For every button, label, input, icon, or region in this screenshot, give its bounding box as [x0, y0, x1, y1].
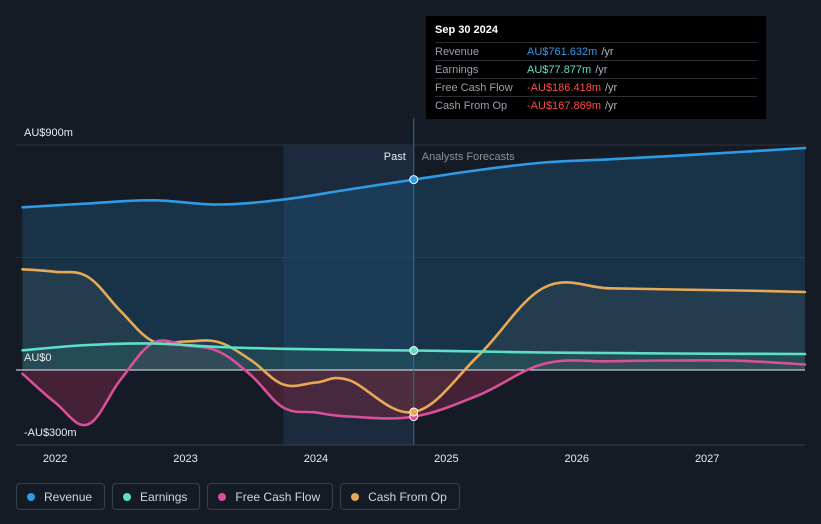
tooltip-label: Revenue — [435, 45, 480, 58]
forecast-label: Analysts Forecasts — [422, 151, 515, 163]
tooltip-date: Sep 30 2024 — [435, 24, 498, 36]
tooltip-value: -AU$186.418m — [527, 81, 601, 94]
cash-from-op-area — [22, 269, 805, 413]
tooltip-row-revenue: Revenue AU$761.632m /yr — [435, 42, 757, 60]
legend-item-revenue[interactable]: Revenue — [16, 483, 106, 510]
legend-label: Revenue — [44, 489, 93, 504]
tooltip: Sep 30 2024 Revenue AU$761.632m /yr Earn… — [426, 16, 766, 119]
legend-label: Earnings — [140, 489, 188, 504]
x-tick-label: 2023 — [173, 453, 197, 465]
tooltip-row-earnings: Earnings AU$77.877m /yr — [435, 60, 757, 78]
tooltip-row-free-cash-flow: Free Cash Flow -AU$186.418m /yr — [435, 78, 757, 96]
y-tick-label: AU$900m — [24, 127, 73, 139]
revenue-marker — [409, 175, 419, 185]
tooltip-unit: /yr — [605, 99, 618, 112]
tooltip-unit: /yr — [605, 81, 618, 94]
legend-dot-icon — [123, 492, 132, 501]
cash-from-op-marker — [409, 407, 419, 417]
axes: AU$900m AU$0 -AU$300m 2022 2023 2024 2025 2026 2… — [24, 127, 719, 465]
legend-item-earnings[interactable]: Earnings — [112, 483, 201, 510]
tooltip-row-cash-from-op: Cash From Op -AU$167.869m /yr — [435, 96, 757, 114]
x-tick-label: 2024 — [304, 453, 328, 465]
legend-item-free-cash-flow[interactable]: Free Cash Flow — [207, 483, 334, 510]
tooltip-value: AU$77.877m — [527, 63, 592, 76]
legend-dot-icon — [27, 492, 35, 501]
tooltip-value: -AU$167.869m — [527, 99, 601, 112]
legend-label: Free Cash Flow — [235, 489, 321, 504]
x-tick-label: 2027 — [695, 453, 719, 465]
y-tick-label: -AU$300m — [24, 427, 77, 439]
tooltip-value: AU$761.632m — [527, 45, 598, 58]
gridlines — [16, 144, 805, 446]
free-cash-flow-line — [21, 339, 807, 427]
legend-label: Cash From Op — [368, 489, 447, 504]
tooltip-label: Cash From Op — [435, 99, 508, 112]
legend-dot-icon — [351, 492, 360, 501]
cash-from-op-line — [21, 268, 807, 414]
legend: Revenue Earnings Free Cash Flow Cash Fro… — [16, 483, 460, 512]
tooltip-unit: /yr — [595, 63, 608, 76]
earnings-marker — [409, 346, 419, 356]
tooltip-label: Earnings — [435, 63, 479, 76]
hover-markers — [409, 175, 419, 422]
tooltip-unit: /yr — [601, 45, 614, 58]
legend-dot-icon — [218, 492, 227, 501]
x-tick-label: 2022 — [43, 453, 67, 465]
x-tick-label: 2025 — [434, 453, 458, 465]
x-tick-label: 2026 — [565, 453, 589, 465]
tooltip-label: Free Cash Flow — [435, 81, 513, 94]
past-label: Past — [384, 151, 406, 163]
y-tick-label: AU$0 — [24, 352, 52, 364]
legend-item-cash-from-op[interactable]: Cash From Op — [340, 483, 460, 510]
